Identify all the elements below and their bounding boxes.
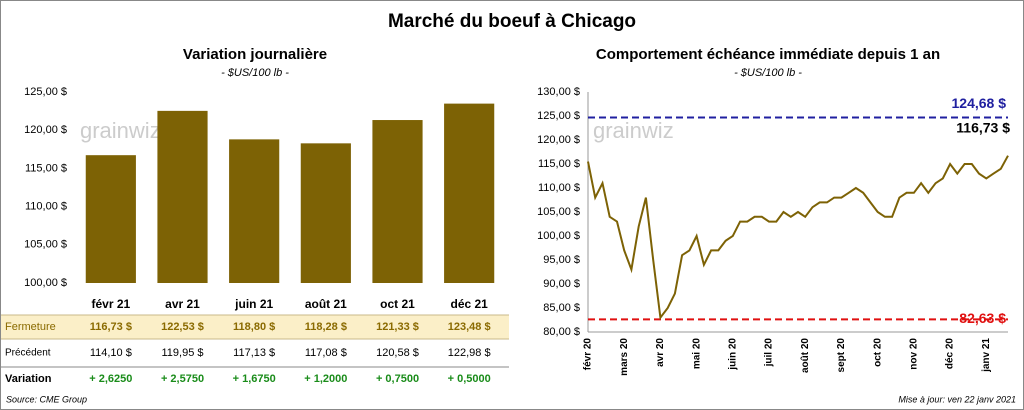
x-tick-label: avr 21 (165, 297, 200, 311)
table-cell: 122,53 $ (161, 321, 204, 333)
y-tick-label: 95,00 $ (543, 254, 580, 266)
x-tick-label: nov 20 (909, 338, 920, 370)
x-tick-label: mars 20 (619, 338, 630, 376)
table-cell: 119,95 $ (161, 347, 203, 359)
row-label: Précédent (5, 348, 51, 359)
x-tick-label: sept 20 (836, 338, 847, 373)
y-tick-label: 110,00 $ (538, 182, 580, 194)
y-tick-label: 85,00 $ (543, 302, 580, 314)
series-line (587, 155, 1009, 321)
y-tick-label: 130,00 $ (537, 86, 580, 98)
table-cell: + 2,6250 (89, 373, 132, 385)
y-tick-label: 120,00 $ (24, 124, 67, 136)
y-tick-label: 105,00 $ (537, 206, 580, 218)
y-tick-label: 100,00 $ (24, 277, 67, 289)
chart-title: Variation journalière (183, 46, 327, 63)
source: Source: CME Group (6, 394, 87, 404)
bar (300, 143, 351, 283)
bar (157, 110, 208, 284)
value-label: 116,73 $ (956, 119, 1010, 135)
y-tick-label: 100,00 $ (537, 230, 580, 242)
x-tick-label: juin 21 (234, 297, 273, 311)
table-cell: + 1,2000 (304, 373, 347, 385)
y-tick-label: 80,00 $ (543, 326, 580, 338)
table-cell: 117,08 $ (305, 347, 347, 359)
chart-subtitle: - $US/100 lb - (221, 67, 289, 79)
table-cell: 120,58 $ (376, 347, 419, 359)
table-cell: + 2,5750 (161, 373, 204, 385)
x-tick-label: juil 20 (764, 338, 775, 368)
bar (372, 120, 423, 283)
page-title: Marché du boeuf à Chicago (388, 11, 636, 32)
x-tick-label: juin 20 (727, 338, 738, 371)
table-cell: 118,80 $ (233, 321, 275, 333)
x-tick-label: déc 21 (450, 297, 488, 311)
table-cell: 114,10 $ (90, 347, 132, 359)
x-tick-label: avr 20 (655, 338, 666, 367)
row-label: Variation (5, 373, 52, 385)
table-cell: 116,73 $ (90, 321, 132, 333)
table-cell: 121,33 $ (376, 321, 419, 333)
y-tick-label: 90,00 $ (543, 278, 580, 290)
y-tick-label: 110,00 $ (25, 201, 67, 213)
x-tick-label: oct 20 (872, 338, 883, 367)
y-tick-label: 115,00 $ (25, 162, 67, 174)
row-band (1, 315, 509, 339)
bar (85, 155, 136, 283)
y-tick-label: 105,00 $ (24, 239, 67, 251)
bar (229, 139, 280, 283)
chart-subtitle: - $US/100 lb - (734, 67, 802, 79)
y-tick-label: 115,00 $ (538, 158, 580, 170)
updated: Mise à jour: ven 22 janv 2021 (898, 394, 1016, 404)
x-tick-label: oct 21 (380, 297, 415, 311)
y-tick-label: 125,00 $ (24, 86, 67, 98)
reference-label: 82,63 $ (959, 310, 1006, 326)
row-label: Fermeture (5, 321, 56, 333)
x-tick-label: janv 21 (981, 338, 992, 373)
table-cell: + 1,6750 (233, 373, 276, 385)
y-tick-label: 120,00 $ (537, 134, 580, 146)
x-tick-label: févr 21 (91, 297, 130, 311)
table-cell: 122,98 $ (448, 347, 491, 359)
reference-label: 124,68 $ (952, 95, 1007, 111)
x-tick-label: mai 20 (691, 338, 702, 370)
table-cell: 118,28 $ (305, 321, 347, 333)
watermark: grainwiz (593, 118, 674, 143)
x-tick-label: août 20 (800, 338, 811, 373)
table-cell: 123,48 $ (448, 321, 491, 333)
x-tick-label: déc 20 (945, 338, 956, 370)
watermark: grainwiz (80, 118, 161, 143)
table-cell: + 0,7500 (376, 373, 419, 385)
bar (444, 103, 495, 284)
chart-title: Comportement échéance immédiate depuis 1… (596, 46, 940, 63)
x-tick-label: août 21 (305, 297, 347, 311)
x-tick-label: févr 20 (583, 338, 594, 371)
table-cell: 117,13 $ (233, 347, 275, 359)
y-tick-label: 125,00 $ (537, 110, 580, 122)
table-cell: + 0,5000 (448, 373, 491, 385)
